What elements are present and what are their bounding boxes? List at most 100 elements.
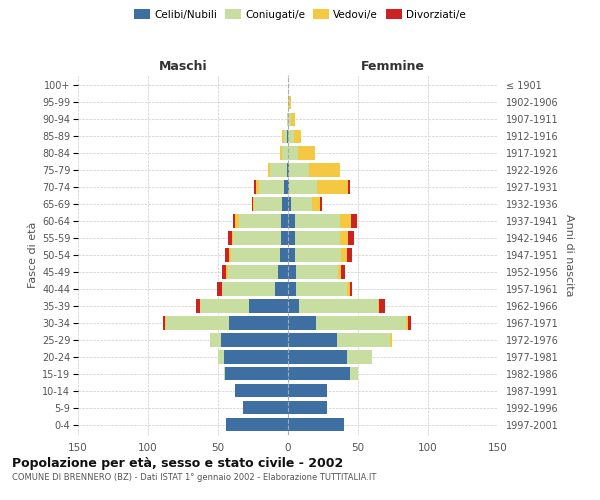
Bar <box>291 112 295 126</box>
Text: Popolazione per età, sesso e stato civile - 2002: Popolazione per età, sesso e stato civil… <box>12 458 343 470</box>
Bar <box>224 367 225 380</box>
Bar <box>295 248 341 262</box>
Bar <box>341 248 347 262</box>
Bar <box>225 367 288 380</box>
Bar <box>253 198 254 210</box>
Y-axis label: Anni di nascita: Anni di nascita <box>564 214 574 296</box>
Bar <box>350 282 352 296</box>
Bar <box>348 232 354 244</box>
Bar <box>288 384 327 398</box>
Bar <box>200 300 249 312</box>
Bar <box>288 334 337 346</box>
Text: Maschi: Maschi <box>158 60 208 72</box>
Bar <box>222 266 226 278</box>
Bar <box>229 316 288 330</box>
Legend: Celibi/Nubili, Coniugati/e, Vedovi/e, Divorziati/e: Celibi/Nubili, Coniugati/e, Vedovi/e, Di… <box>130 5 470 24</box>
Bar <box>309 164 340 176</box>
Bar <box>390 334 392 346</box>
Bar <box>218 350 224 364</box>
Bar <box>281 232 288 244</box>
Bar <box>299 300 377 312</box>
Bar <box>239 214 281 228</box>
Bar <box>347 350 372 364</box>
Bar <box>298 146 314 160</box>
Bar <box>406 316 409 330</box>
Bar <box>341 266 346 278</box>
Bar <box>340 232 348 244</box>
Bar <box>288 282 296 296</box>
Bar <box>289 96 291 109</box>
Bar <box>347 282 350 296</box>
Bar <box>228 232 232 244</box>
Bar <box>320 198 322 210</box>
Bar <box>163 316 165 330</box>
Bar <box>338 266 341 278</box>
Bar <box>254 198 283 210</box>
Bar <box>284 130 287 143</box>
Bar <box>347 248 352 262</box>
Bar <box>259 180 284 194</box>
Bar <box>288 266 296 278</box>
Bar <box>312 198 320 210</box>
Text: COMUNE DI BRENNERO (BZ) - Dati ISTAT 1° gennaio 2002 - Elaborazione TUTTITALIA.I: COMUNE DI BRENNERO (BZ) - Dati ISTAT 1° … <box>12 472 376 482</box>
Bar <box>287 164 288 176</box>
Bar <box>295 214 340 228</box>
Bar <box>288 130 293 143</box>
Bar <box>275 282 288 296</box>
Bar <box>288 214 295 228</box>
Bar <box>293 130 301 143</box>
Bar <box>283 146 288 160</box>
Bar <box>256 180 259 194</box>
Bar <box>377 300 379 312</box>
Bar <box>379 300 385 312</box>
Bar <box>351 214 356 228</box>
Bar <box>288 401 327 414</box>
Bar <box>251 198 253 210</box>
Bar <box>288 248 295 262</box>
Bar <box>296 266 338 278</box>
Bar <box>340 214 351 228</box>
Bar <box>287 130 288 143</box>
Bar <box>284 180 288 194</box>
Bar <box>288 300 299 312</box>
Bar <box>235 214 239 228</box>
Bar <box>296 282 347 296</box>
Bar <box>288 112 291 126</box>
Bar <box>226 266 228 278</box>
Bar <box>288 232 295 244</box>
Bar <box>288 164 289 176</box>
Bar <box>233 232 281 244</box>
Bar <box>225 248 229 262</box>
Bar <box>280 146 283 160</box>
Bar <box>278 266 288 278</box>
Bar <box>230 248 280 262</box>
Bar <box>288 367 350 380</box>
Bar <box>217 282 222 296</box>
Bar <box>281 214 288 228</box>
Bar <box>291 198 312 210</box>
Bar <box>287 112 288 126</box>
Bar <box>288 418 344 432</box>
Bar <box>409 316 411 330</box>
Bar <box>337 334 390 346</box>
Bar <box>283 130 284 143</box>
Bar <box>229 248 230 262</box>
Bar <box>288 198 291 210</box>
Bar <box>289 164 309 176</box>
Bar <box>288 180 289 194</box>
Bar <box>288 316 316 330</box>
Bar <box>270 164 287 176</box>
Bar <box>316 316 406 330</box>
Bar <box>288 350 347 364</box>
Bar <box>166 316 229 330</box>
Bar <box>295 232 340 244</box>
Text: Femmine: Femmine <box>361 60 425 72</box>
Bar <box>280 248 288 262</box>
Bar <box>243 401 288 414</box>
Bar <box>348 180 350 194</box>
Bar <box>289 180 317 194</box>
Bar <box>317 180 348 194</box>
Bar <box>268 164 270 176</box>
Bar <box>288 96 289 109</box>
Bar <box>235 384 288 398</box>
